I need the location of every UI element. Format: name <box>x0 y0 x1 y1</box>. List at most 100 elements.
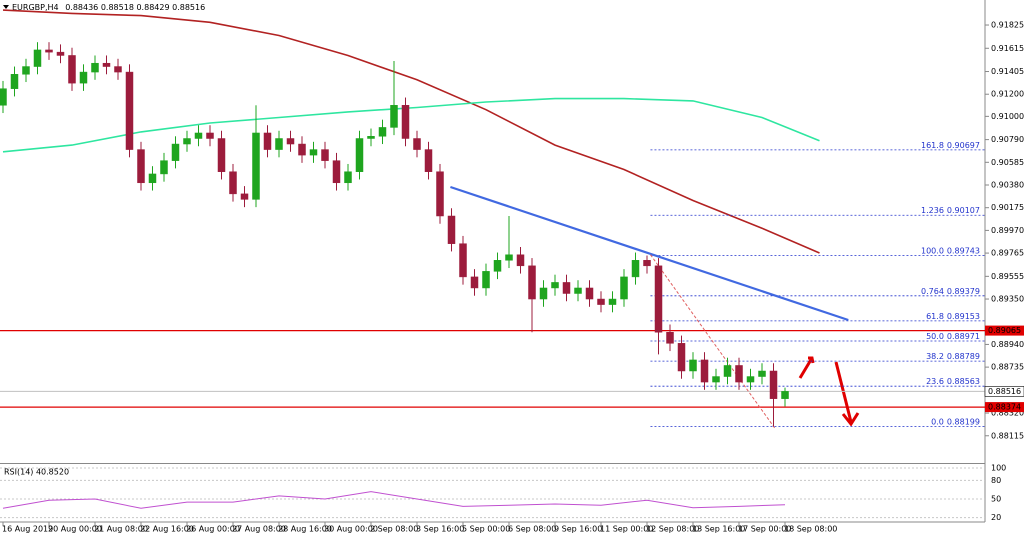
rsi-line <box>2 491 786 509</box>
candle-body <box>45 49 53 53</box>
candle-body <box>758 370 766 377</box>
fib-label: 1.236 0.90107 <box>921 206 980 215</box>
x-tick-label: 30 Aug 00:00 <box>324 525 378 534</box>
x-tick-label: 28 Aug 16:00 <box>278 525 332 534</box>
candle-body <box>654 265 663 333</box>
fib-ratio: 100.0 <box>921 246 944 255</box>
ohlc-open: 0.88436 <box>65 3 98 12</box>
candle-body <box>677 343 686 372</box>
candle-body <box>413 138 421 150</box>
ohlc-high: 0.88518 <box>101 3 134 12</box>
level-tag <box>985 325 1024 336</box>
candle-body <box>367 136 375 139</box>
fib-label: 0.0 0.88199 <box>931 417 980 426</box>
y-tick-label: 0.88320 <box>991 409 1024 418</box>
candle-body <box>240 193 249 200</box>
candle-body <box>10 74 19 89</box>
y-tick-label: 0.90585 <box>991 158 1024 167</box>
fib-label: 100.0 0.89743 <box>921 246 980 255</box>
menu-triangle <box>3 5 9 9</box>
candle-body <box>344 171 352 184</box>
fib-label: 0.764 0.89379 <box>921 286 980 295</box>
x-tick-label: 21 Aug 08:00 <box>94 525 148 534</box>
fib-ratio: 1.236 <box>921 206 944 215</box>
x-tick-label: 2 Sep 08:00 <box>370 525 418 534</box>
rsi-tick-label: 20 <box>991 513 1001 522</box>
fib-ratio: 0.0 <box>931 417 944 426</box>
fib-price: 0.90697 <box>947 140 980 149</box>
fib-price: 0.90107 <box>947 206 980 215</box>
y-tick-label: 0.88735 <box>991 363 1024 372</box>
candle-body <box>528 265 536 300</box>
candle-body <box>171 143 180 161</box>
rsi-tick-label: 100 <box>991 464 1006 473</box>
candle-body <box>769 370 778 399</box>
candle-body <box>585 287 594 300</box>
candle-body <box>712 376 720 383</box>
candle-body <box>355 138 364 172</box>
candle-body <box>424 149 433 172</box>
candle-body <box>183 138 191 145</box>
up-arrow <box>798 356 815 379</box>
rsi-tick-label: 50 <box>991 495 1001 504</box>
x-tick-label: 20 Aug 00:00 <box>48 525 102 534</box>
level-tag <box>985 402 1024 413</box>
moving-average <box>2 9 820 254</box>
fib-ratio: 23.6 <box>926 377 944 386</box>
y-tick-label: 0.89555 <box>991 272 1024 281</box>
candle-body <box>125 71 134 150</box>
candle-body <box>735 365 743 383</box>
candle-body <box>91 62 99 73</box>
candle-body <box>482 271 490 289</box>
candle-body <box>263 132 272 150</box>
level-tag-label: 0.88374 <box>988 403 1021 412</box>
fib-price: 0.88199 <box>947 417 980 426</box>
candle-body <box>781 391 789 399</box>
fib-label: 23.6 0.88563 <box>926 377 980 386</box>
fib-ratio: 161.8 <box>921 140 944 149</box>
candle-body <box>0 88 7 106</box>
fib-ratio: 38.2 <box>926 352 944 361</box>
candle-body <box>505 254 513 261</box>
candle-body <box>286 138 295 145</box>
fib-price: 0.88789 <box>947 352 980 361</box>
y-tick-label: 0.91200 <box>991 90 1024 99</box>
candle-body <box>298 143 306 156</box>
y-tick-label: 0.89765 <box>991 249 1024 258</box>
candle-body <box>56 51 65 56</box>
candle-body <box>148 173 157 184</box>
candle-body <box>470 276 479 289</box>
candle-body <box>689 359 697 372</box>
x-tick-label: 12 Sep 08:00 <box>646 525 699 534</box>
y-tick-label: 0.91000 <box>991 112 1024 121</box>
y-tick-label: 0.90790 <box>991 135 1024 144</box>
candle-body <box>378 127 387 137</box>
x-tick-label: 27 Aug 08:00 <box>232 525 286 534</box>
x-tick-label: 22 Aug 16:00 <box>140 525 194 534</box>
ohlc-close: 0.88516 <box>172 3 205 12</box>
candle-body <box>436 171 444 217</box>
trendline <box>450 185 849 322</box>
candle-body <box>551 282 559 289</box>
ohlc-low: 0.88429 <box>136 3 169 12</box>
candle-body <box>252 132 260 200</box>
x-tick-label: 18 Sep 08:00 <box>784 525 837 534</box>
x-tick-label: 16 Aug 2019 <box>2 525 53 534</box>
candle-body <box>275 138 283 150</box>
fib-label: 61.8 0.89153 <box>926 311 980 320</box>
candle-body <box>539 287 548 300</box>
candle-body <box>137 149 145 184</box>
candle-body <box>401 105 410 139</box>
candle-body <box>332 160 341 184</box>
candle-body <box>608 298 617 305</box>
x-tick-label: 5 Sep 00:00 <box>462 525 510 534</box>
candle-body <box>102 62 111 67</box>
down-arrow <box>834 361 860 427</box>
fib-price: 0.88971 <box>947 331 980 340</box>
candle-body <box>68 55 76 84</box>
candle-body <box>79 71 88 84</box>
candle-body <box>516 254 525 267</box>
